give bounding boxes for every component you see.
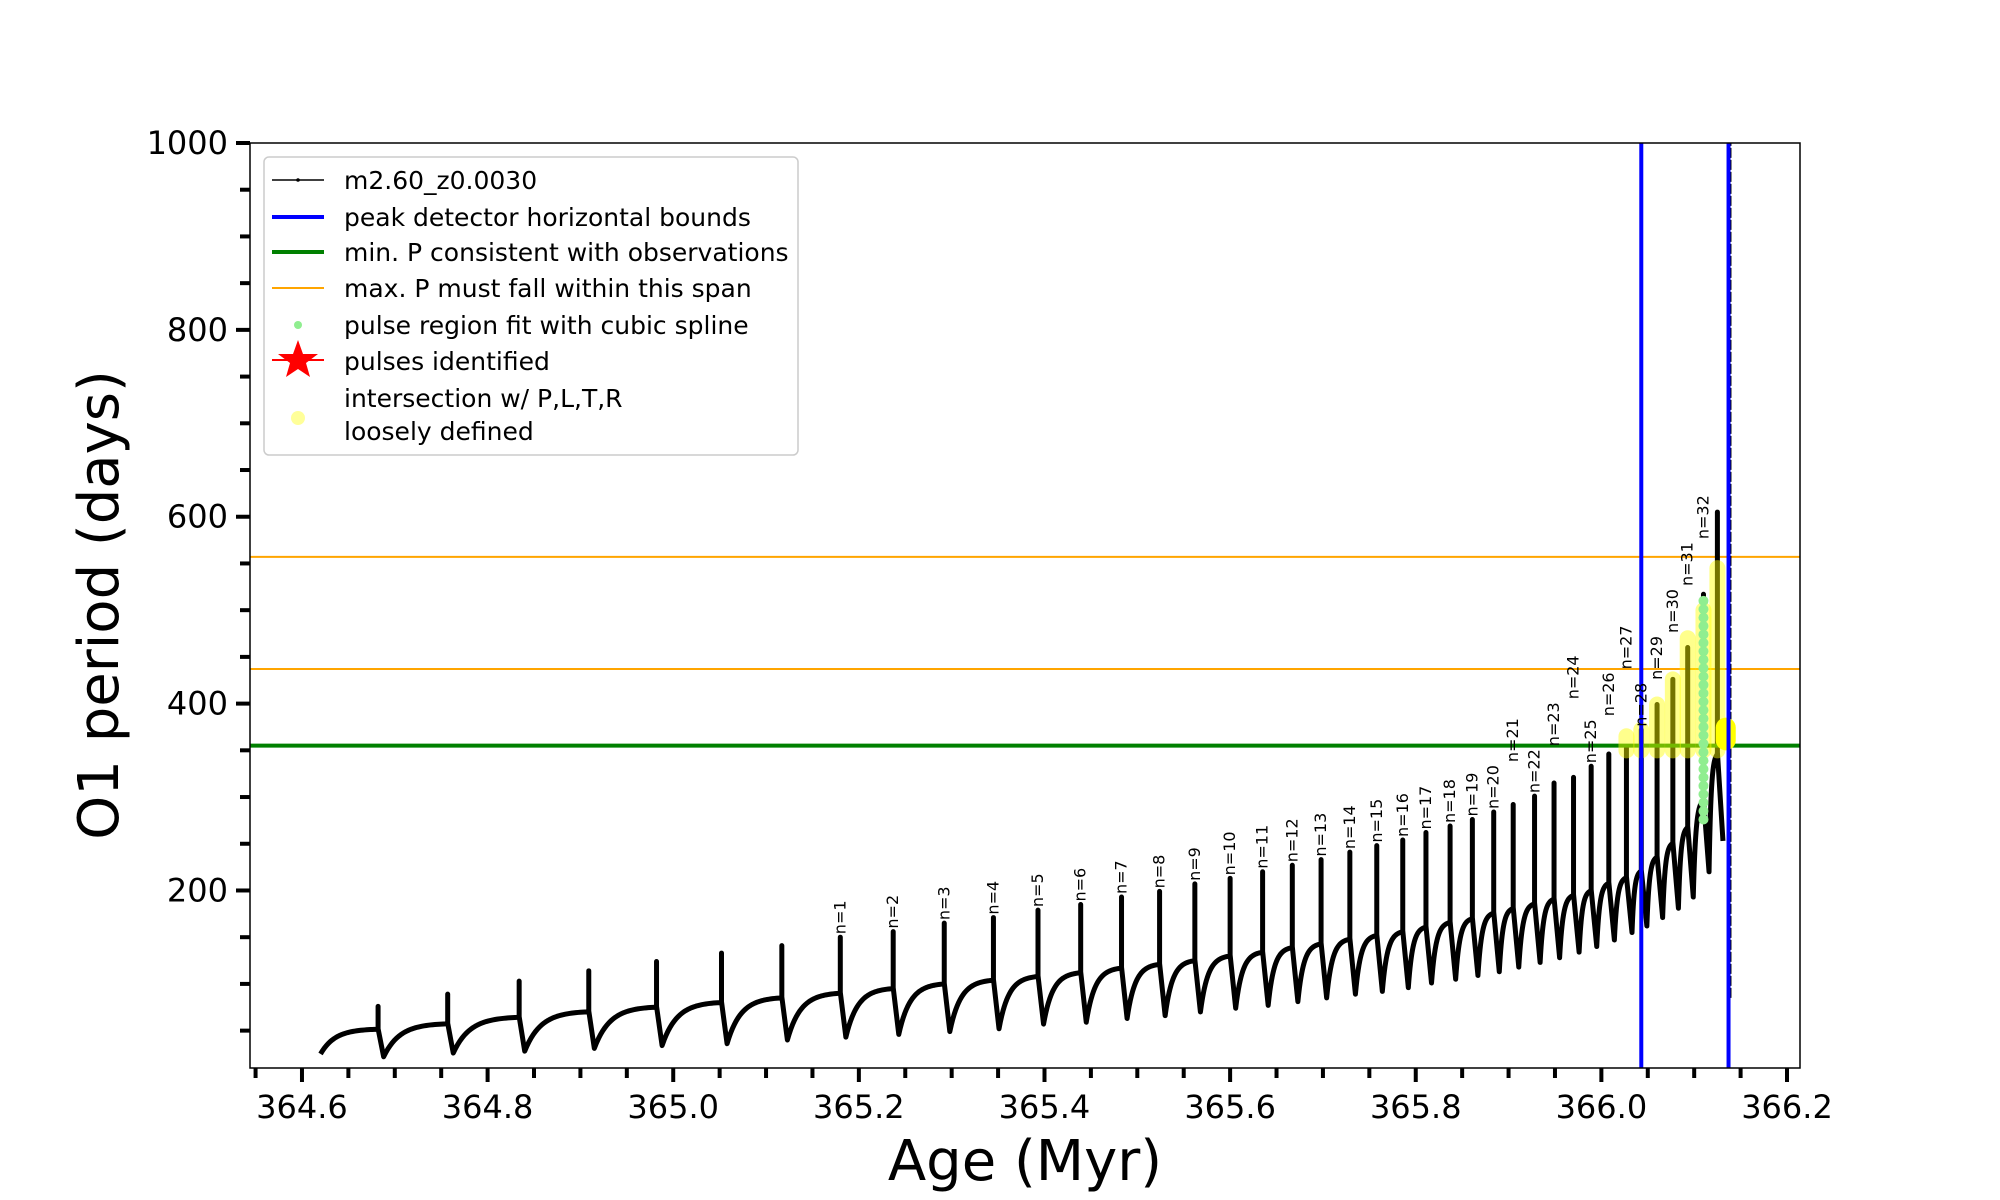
pulse-label: n=26: [1599, 672, 1618, 716]
spline-point: [1698, 705, 1709, 716]
pulse-label: n=5: [1028, 873, 1047, 907]
spline-point: [1698, 612, 1709, 623]
spline-point: [1698, 663, 1709, 674]
spline-point: [1698, 595, 1709, 606]
pulse-label: n=3: [934, 886, 953, 920]
y-tick-label: 1000: [147, 124, 228, 162]
spline-point: [1698, 713, 1709, 724]
pulse-label: n=31: [1678, 542, 1697, 586]
pulse-label: n=17: [1416, 786, 1435, 830]
pulse-labels: n=1 n=2 n=3 n=4 n=5 n=6 n=7 n=8 n=9 n=10 n=11 n=12 n…: [830, 495, 1712, 934]
legend-marker-series: [296, 178, 300, 182]
legend-label-intersection-1: intersection w/ P,L,T,R: [344, 384, 623, 413]
pulse-label: n=1: [830, 900, 849, 934]
legend-label-vlines: peak detector horizontal bounds: [344, 203, 751, 232]
spline-point: [1698, 637, 1709, 648]
ticks: 364.6 364.8 365.0 365.2 365.4 365.6 365.8 366.0…: [147, 124, 1833, 1126]
pulse-label: n=10: [1220, 831, 1239, 875]
spline-point: [1698, 688, 1709, 699]
spline-point: [1698, 806, 1709, 817]
pulse-label: n=14: [1340, 805, 1359, 849]
spline-point: [1698, 604, 1709, 615]
spline-point: [1698, 772, 1709, 783]
intersection-main-blob: [1715, 717, 1736, 751]
legend-label-intersection-2: loosely defined: [344, 417, 534, 446]
pulse-label: n=9: [1185, 847, 1204, 881]
pulse-label: n=13: [1311, 813, 1330, 857]
pulse-label: n=25: [1581, 719, 1600, 763]
plot-area: [250, 143, 1800, 1068]
pulse-label: n=7: [1112, 860, 1131, 894]
legend-marker-intersection: [291, 411, 305, 425]
legend-label-pulses: pulses identified: [344, 347, 550, 376]
pulse-label: n=12: [1282, 818, 1301, 862]
spline-point: [1698, 780, 1709, 791]
pulse-label: n=28: [1631, 683, 1650, 727]
y-tick-label: 600: [167, 498, 228, 536]
spline-point: [1698, 671, 1709, 682]
x-tick-label: 364.6: [256, 1088, 348, 1126]
x-tick-label: 366.2: [1741, 1088, 1833, 1126]
pulse-label: n=4: [983, 881, 1002, 915]
pulse-label: n=27: [1616, 625, 1635, 669]
pulse-label: n=16: [1393, 793, 1412, 837]
legend-box: [263, 156, 799, 456]
spline-point: [1698, 764, 1709, 775]
spline-point: [1698, 629, 1709, 640]
spline-point: [1698, 721, 1709, 732]
legend-label-spline: pulse region fit with cubic spline: [344, 311, 749, 340]
spline-point: [1698, 696, 1709, 707]
x-axis-label: Age (Myr): [888, 1129, 1162, 1194]
pulse-label: n=15: [1367, 799, 1386, 843]
legend-star-icon: [278, 340, 318, 377]
legend-label-max-p: max. P must fall within this span: [344, 274, 752, 303]
legend-label-series: m2.60_z0.0030: [344, 166, 537, 195]
x-tick-label: 365.0: [627, 1088, 719, 1126]
x-tick-label: 365.4: [999, 1088, 1091, 1126]
pulse-label: n=20: [1484, 765, 1503, 809]
legend-label-min-p: min. P consistent with observations: [344, 238, 789, 267]
spline-point: [1698, 730, 1709, 741]
spline-point: [1698, 738, 1709, 749]
pulse-label: n=2: [883, 895, 902, 929]
spline-point: [1698, 755, 1709, 766]
pulse-label: n=11: [1253, 825, 1272, 869]
x-tick-label: 365.6: [1184, 1088, 1276, 1126]
pulse-label: n=22: [1525, 749, 1544, 793]
pulse-label: n=6: [1071, 868, 1090, 902]
y-tick-label: 800: [167, 311, 228, 349]
spline-point: [1698, 621, 1709, 632]
spline-point: [1698, 654, 1709, 665]
pulse-label: n=8: [1150, 855, 1169, 889]
axes-frame: [249, 142, 1801, 1069]
legend-marker-spline: [294, 321, 302, 329]
pulse-label: n=30: [1663, 589, 1682, 633]
x-tick-label: 365.8: [1370, 1088, 1462, 1126]
x-tick-label: 364.8: [442, 1088, 534, 1126]
x-tick-label: 366.0: [1556, 1088, 1648, 1126]
spline-point: [1698, 679, 1709, 690]
pulse-label: n=18: [1440, 779, 1459, 823]
y-tick-label: 400: [167, 685, 228, 723]
spline-point: [1698, 789, 1709, 800]
pulse-label: n=21: [1503, 718, 1522, 762]
pulse-label: n=32: [1693, 495, 1712, 539]
spline-point: [1698, 814, 1709, 825]
series-line: [318, 509, 1726, 1060]
spline-point: [1698, 747, 1709, 758]
y-axis-label: O1 period (days): [67, 370, 132, 840]
x-tick-label: 365.2: [813, 1088, 905, 1126]
spline-point: [1698, 646, 1709, 657]
pulse-label: n=29: [1647, 636, 1666, 680]
legend: m2.60_z0.0030 peak detector horizontal b…: [263, 156, 799, 456]
pulse-label: n=24: [1564, 655, 1583, 699]
spline-point: [1698, 797, 1709, 808]
pulse-label: n=23: [1544, 702, 1563, 746]
y-tick-label: 200: [167, 871, 228, 909]
pulse-label: n=19: [1462, 773, 1481, 817]
